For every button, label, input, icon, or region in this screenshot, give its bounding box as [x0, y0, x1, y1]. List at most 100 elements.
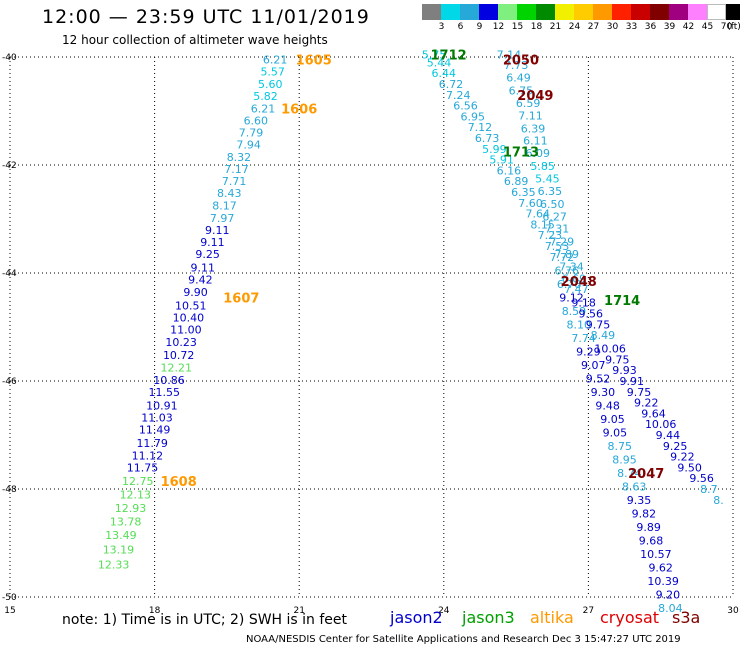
wave-height-value: 13.19 [103, 543, 135, 556]
wave-height-value: 7.11 [518, 109, 543, 122]
wave-height-value: 6.59 [516, 97, 541, 110]
legend-swatch [650, 4, 669, 20]
wave-height-value: 9.25 [195, 248, 220, 261]
wave-height-value: 11.79 [136, 437, 168, 450]
wave-height-value: 5.60 [258, 78, 283, 91]
wave-height-value: 7.53 [545, 240, 570, 253]
wave-height-value: 10.23 [165, 336, 197, 349]
legend-swatch [498, 4, 517, 20]
wave-height-value: 8.43 [217, 187, 242, 200]
wave-height-value: 5.82 [253, 90, 278, 103]
wave-height-value: 5.75 [422, 48, 447, 61]
y-tick-label: -46 [2, 377, 17, 387]
legend-label: 70 [720, 22, 733, 32]
wave-height-value: 6.69 [562, 272, 587, 285]
legend-label: 15 [511, 22, 524, 32]
wave-height-value: 7.73 [504, 59, 529, 72]
legend-label: 39 [663, 22, 676, 32]
legend-swatch [574, 4, 593, 20]
wave-height-value: 8.32 [227, 151, 252, 164]
legend-label: 12 [492, 22, 505, 32]
wave-height-value: 7.14 [497, 48, 522, 61]
track-label: 2047 [628, 467, 664, 482]
track-label: 1606 [281, 102, 317, 117]
wave-height-value: 9.75 [586, 318, 611, 331]
wave-height-value: 9.42 [188, 273, 213, 286]
legend-swatch [669, 4, 688, 20]
wave-height-value: 9.07 [581, 359, 606, 372]
wave-height-value: 7.34 [559, 261, 584, 274]
wave-height-value: 9.75 [627, 386, 652, 399]
wave-height-value: 6.60 [244, 115, 269, 128]
footnote: note: 1) Time is in UTC; 2) SWH is in fe… [62, 612, 348, 628]
wave-height-value: 7.17 [224, 163, 249, 176]
wave-height-value: 11.03 [141, 412, 173, 425]
wave-height-value: 9.25 [663, 440, 688, 453]
legend-label: 45 [701, 22, 714, 32]
wave-height-value: 10.51 [175, 299, 207, 312]
track-label: 2049 [517, 89, 553, 104]
wave-height-value: 6.09 [526, 147, 551, 160]
wave-height-value: 11.49 [139, 424, 171, 437]
legend-unit: (ft) [727, 22, 740, 32]
legend-label: 27 [587, 22, 600, 32]
wave-height-value: 10.06 [594, 343, 626, 356]
wave-height-value: 8.10 [567, 318, 592, 331]
x-tick-label: 18 [149, 606, 161, 616]
wave-height-value: 6.49 [506, 72, 531, 85]
wave-height-value: 9.90 [183, 286, 208, 299]
wave-height-value: 6.75 [509, 84, 534, 97]
wave-height-value: 9.44 [656, 429, 681, 442]
wave-height-value: 11.75 [127, 461, 159, 474]
wave-height-value: 5.99 [482, 143, 507, 156]
wave-height-value: 9.35 [627, 494, 652, 507]
credit-line: NOAA/NESDIS Center for Satellite Applica… [246, 634, 681, 645]
wave-height-value: 7.24 [446, 89, 471, 102]
wave-height-value: 9.48 [595, 399, 620, 412]
satellite-jason2: jason2 [390, 608, 443, 627]
legend-swatch [441, 4, 460, 20]
wave-height-value: 6.73 [475, 132, 500, 145]
track-label: 1714 [604, 294, 640, 309]
legend-swatch [517, 4, 536, 20]
wave-height-value: 9.68 [639, 534, 664, 547]
track-label: 1608 [161, 475, 197, 490]
wave-height-value: 9.93 [612, 364, 637, 377]
legend-swatch [612, 4, 631, 20]
wave-height-value: 8.49 [591, 329, 616, 342]
track-label: 1712 [431, 48, 467, 63]
wave-height-value: 6.50 [540, 198, 565, 211]
chart-subtitle: 12 hour collection of altimeter wave hei… [62, 33, 328, 47]
wave-height-value: 8.7 [700, 483, 718, 496]
legend-label: 6 [457, 22, 464, 32]
wave-height-value: 9.05 [600, 413, 625, 426]
wave-height-value: 9.56 [579, 308, 604, 321]
wave-height-value: 9.50 [677, 461, 702, 474]
wave-height-value: 9.05 [603, 426, 628, 439]
wave-height-value: 8.95 [612, 453, 637, 466]
wave-height-value: 9.20 [656, 588, 681, 601]
wave-height-value: 9.89 [636, 521, 661, 534]
wave-height-value: 6.56 [453, 100, 478, 113]
wave-height-value: 9.52 [586, 372, 611, 385]
wave-height-value: 9.62 [648, 561, 673, 574]
legend-label: 42 [682, 22, 695, 32]
wave-height-value: 6.27 [542, 210, 567, 223]
wave-height-value: 9.29 [576, 345, 601, 358]
wave-height-value: 10.86 [153, 374, 185, 387]
wave-height-value: 9.11 [200, 236, 225, 249]
wave-height-value: 11.55 [148, 386, 180, 399]
wave-height-value: 7.94 [236, 138, 261, 151]
wave-height-value: 8. [713, 494, 724, 507]
wave-height-value: 9.75 [605, 353, 630, 366]
track-label: 1713 [503, 146, 539, 161]
wave-height-value: 6.35 [538, 185, 563, 198]
wave-height-value: 6.72 [439, 78, 464, 91]
wave-height-value: 9.22 [670, 451, 695, 464]
wave-height-value: 9.18 [571, 297, 596, 310]
wave-height-value: 11.12 [132, 450, 164, 463]
wave-height-value: 11.00 [170, 324, 202, 337]
y-tick-label: -48 [2, 485, 17, 495]
legend-label: 30 [606, 22, 619, 32]
